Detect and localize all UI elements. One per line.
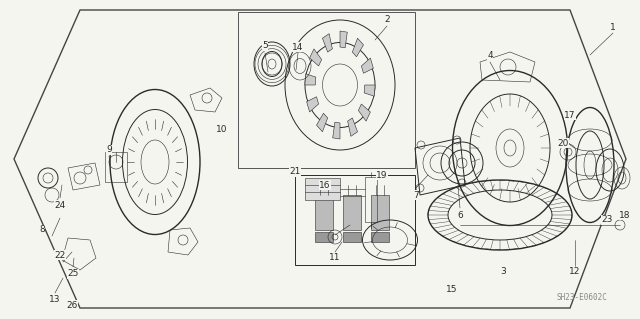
Text: 18: 18: [620, 211, 631, 219]
Text: 23: 23: [602, 216, 612, 225]
Polygon shape: [340, 31, 348, 48]
Polygon shape: [362, 58, 373, 73]
Text: 2: 2: [384, 16, 390, 25]
Bar: [315, 232, 333, 242]
Polygon shape: [353, 38, 364, 57]
Text: 26: 26: [67, 300, 77, 309]
Text: 25: 25: [67, 270, 79, 278]
Text: 3: 3: [500, 268, 506, 277]
Bar: [365, 177, 377, 222]
Text: SH23-E0602C: SH23-E0602C: [557, 293, 607, 302]
Text: 13: 13: [49, 295, 61, 305]
Bar: [343, 195, 361, 230]
Polygon shape: [348, 118, 358, 136]
Polygon shape: [305, 74, 316, 85]
Text: 11: 11: [329, 254, 340, 263]
Bar: [371, 232, 389, 242]
Polygon shape: [364, 85, 375, 96]
Text: 8: 8: [39, 226, 45, 234]
Text: 10: 10: [216, 125, 228, 135]
Text: 24: 24: [54, 201, 66, 210]
Bar: [343, 232, 361, 242]
Polygon shape: [358, 104, 371, 121]
Text: 21: 21: [289, 167, 301, 176]
Bar: [371, 195, 389, 230]
Polygon shape: [317, 113, 328, 132]
Text: 9: 9: [106, 145, 112, 154]
Bar: [315, 195, 333, 230]
Text: 15: 15: [446, 286, 458, 294]
Polygon shape: [307, 97, 319, 112]
Text: 20: 20: [557, 138, 569, 147]
Text: 4: 4: [487, 50, 493, 60]
Bar: [105, 152, 127, 182]
Bar: [305, 178, 340, 200]
Polygon shape: [323, 33, 332, 52]
Text: 14: 14: [292, 42, 304, 51]
Text: 5: 5: [262, 41, 268, 50]
Text: 1: 1: [610, 23, 616, 32]
Polygon shape: [310, 49, 322, 66]
Polygon shape: [333, 122, 340, 139]
Text: 12: 12: [570, 268, 580, 277]
Text: 17: 17: [564, 110, 576, 120]
Text: 19: 19: [376, 170, 388, 180]
Text: 16: 16: [319, 181, 331, 189]
Text: 6: 6: [457, 211, 463, 219]
Bar: [295, 175, 415, 265]
Text: 7: 7: [413, 190, 419, 199]
Text: 22: 22: [54, 250, 66, 259]
